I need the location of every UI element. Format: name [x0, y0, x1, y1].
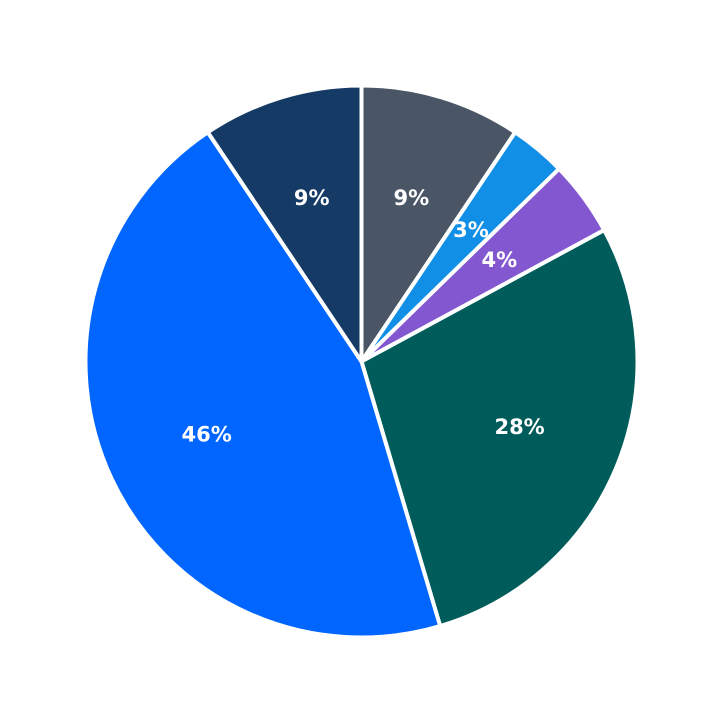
pie-labels: 9% 3% 4% 28% 46% 9%	[182, 186, 545, 447]
pie-slices	[83, 83, 640, 640]
pie-slice-label-2: 4%	[481, 248, 517, 272]
pie-slice-label-5: 9%	[294, 186, 330, 210]
pie-slice-3	[359, 228, 640, 629]
pie-slice-label-4: 46%	[182, 422, 232, 446]
pie-slice-label-3: 28%	[494, 415, 544, 439]
pie-slice-label-1: 3%	[453, 218, 489, 242]
pie-slice-0	[359, 83, 518, 364]
pie-slice-5	[205, 83, 364, 364]
pie-slice-4	[83, 130, 443, 640]
pie-slice-label-0: 9%	[393, 186, 429, 210]
